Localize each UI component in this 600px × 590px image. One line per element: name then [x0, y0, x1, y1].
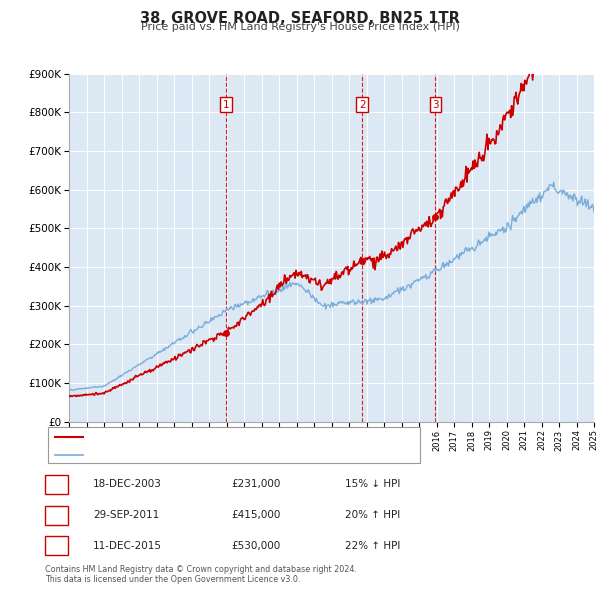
Text: 1: 1	[223, 100, 229, 110]
Text: £231,000: £231,000	[231, 480, 280, 489]
Text: 29-SEP-2011: 29-SEP-2011	[93, 510, 159, 520]
Text: £530,000: £530,000	[231, 541, 280, 550]
Text: 20% ↑ HPI: 20% ↑ HPI	[345, 510, 400, 520]
Text: 18-DEC-2003: 18-DEC-2003	[93, 480, 162, 489]
Text: HPI: Average price, detached house, Lewes: HPI: Average price, detached house, Lewe…	[90, 450, 301, 460]
Text: 38, GROVE ROAD, SEAFORD, BN25 1TR (detached house): 38, GROVE ROAD, SEAFORD, BN25 1TR (detac…	[90, 432, 372, 442]
Text: 11-DEC-2015: 11-DEC-2015	[93, 541, 162, 550]
Text: 22% ↑ HPI: 22% ↑ HPI	[345, 541, 400, 550]
Text: 38, GROVE ROAD, SEAFORD, BN25 1TR: 38, GROVE ROAD, SEAFORD, BN25 1TR	[140, 11, 460, 25]
Text: 3: 3	[53, 541, 60, 550]
Text: 3: 3	[432, 100, 439, 110]
Text: 15% ↓ HPI: 15% ↓ HPI	[345, 480, 400, 489]
Text: 1: 1	[53, 480, 60, 489]
Text: Contains HM Land Registry data © Crown copyright and database right 2024.
This d: Contains HM Land Registry data © Crown c…	[45, 565, 357, 584]
Text: Price paid vs. HM Land Registry's House Price Index (HPI): Price paid vs. HM Land Registry's House …	[140, 22, 460, 32]
Text: 2: 2	[359, 100, 365, 110]
Text: 2: 2	[53, 510, 60, 520]
Text: £415,000: £415,000	[231, 510, 280, 520]
